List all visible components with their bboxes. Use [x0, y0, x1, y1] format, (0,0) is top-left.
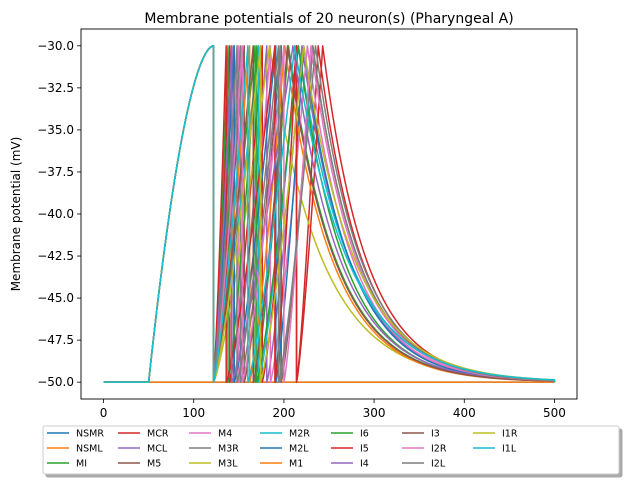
legend-entry-mcr: MCR	[147, 429, 169, 440]
legend-entry-i3: I3	[431, 429, 440, 440]
legend-entry-i4: I4	[360, 459, 369, 470]
y-tick-label: −42.5	[37, 249, 74, 263]
legend-box	[42, 425, 620, 475]
legend-entry-m1: M1	[289, 459, 303, 470]
legend-entry-i5: I5	[360, 444, 369, 455]
legend-entry-mcl: MCL	[147, 444, 168, 455]
y-tick-label: −40.0	[37, 207, 74, 221]
legend-entry-m2r: M2R	[289, 429, 310, 440]
legend-entry-i1l: I1L	[502, 444, 517, 455]
x-tick-label: 100	[182, 406, 205, 420]
y-tick-label: −45.0	[37, 291, 74, 305]
legend-entry-nsml: NSML	[76, 444, 103, 455]
series-line-i1l	[103, 45, 556, 383]
legend-entry-nsmr: NSMR	[76, 429, 104, 440]
legend-entry-m3r: M3R	[218, 444, 239, 455]
y-tick-label: −47.5	[37, 333, 74, 347]
legend-entry-i6: I6	[360, 429, 369, 440]
y-tick-label: −50.0	[37, 375, 74, 389]
chart-title: Membrane potentials of 20 neuron(s) (Pha…	[144, 11, 513, 27]
y-tick-label: −32.5	[37, 81, 74, 95]
y-axis-label: Membrane potential (mV)	[9, 137, 23, 292]
x-tick-label: 0	[100, 406, 108, 420]
x-tick-label: 500	[543, 406, 566, 420]
y-tick-label: −37.5	[37, 165, 74, 179]
legend-entry-i2r: I2R	[431, 444, 447, 455]
legend-entry-i1r: I1R	[502, 429, 518, 440]
legend-entry-m4: M4	[218, 429, 232, 440]
legend: NSMR NSML MI MCR MCL M5 M4 M3R M3L M2R M2L M1 I6 I5 I4…	[42, 425, 620, 475]
legend-entry-i2l: I2L	[431, 459, 446, 470]
x-tick-label: 300	[363, 406, 386, 420]
legend-entry-m5: M5	[147, 459, 161, 470]
x-tick-label: 200	[272, 406, 295, 420]
x-tick-label: 400	[453, 406, 476, 420]
y-tick-label: −35.0	[37, 123, 74, 137]
y-tick-label: −30.0	[37, 39, 74, 53]
legend-entry-m3l: M3L	[218, 459, 238, 470]
legend-entry-m2l: M2L	[289, 444, 309, 455]
legend-entry-mi: MI	[76, 459, 87, 470]
